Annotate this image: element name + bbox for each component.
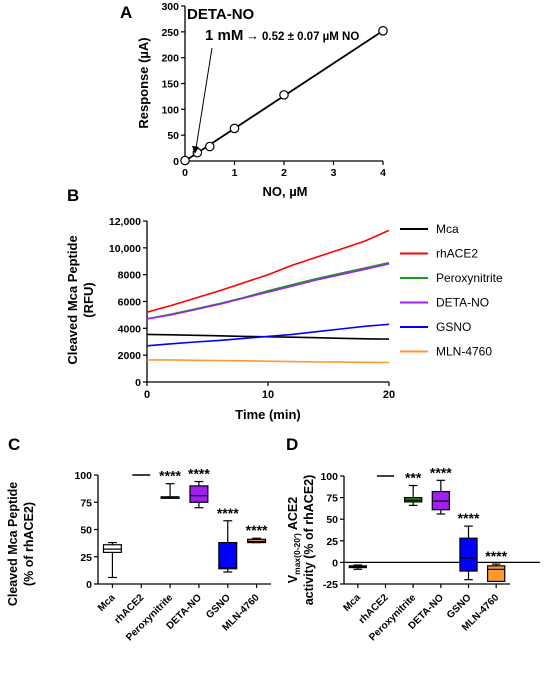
d-y-tick-label: 100 [320,471,338,483]
a-annotation-arrow-head [191,145,199,154]
d-category-label: Mca [341,592,363,614]
d-y-tick-label: 75 [326,493,338,505]
b-y-tick-label: 6000 [118,297,142,309]
a-xlabel: NO, µM [262,184,307,199]
annotation-main: 1 mM [205,27,243,44]
b-y-tick-label: 8000 [118,270,142,282]
c-y-tick-label: 0 [86,579,92,591]
c-ylabel-line1: Cleaved Mca Peptide [6,482,20,606]
b-ylabel-line2: (RFU) [81,282,96,317]
d-y-tick-label: 25 [326,536,338,548]
d-box [459,537,478,572]
b-x-tick-label: 10 [262,389,274,401]
panel-b: Time (min) Cleaved Mca Peptide (RFU) 0 10… [65,216,503,422]
a-x-tick-label: 4 [380,167,386,179]
a-y-tick-label: 0 [173,156,179,168]
b-series-line-mln-4760 [147,359,390,364]
b-series-line-deta-no [146,263,390,320]
b-y-tick-label: 0 [135,377,141,389]
b-y-tick-label: 4000 [118,323,142,335]
b-legend-label: Mca [436,222,459,236]
b-x-tick-label: 0 [144,389,150,401]
d-ylabel-line1: Vmax(0-20') ACE2 [286,497,302,583]
a-x-tick-label: 1 [232,167,238,179]
a-y-tick-label: 100 [161,104,179,116]
panel-a: DETA-NO 1 mM → 0.52 ± 0.07 µM NO NO, µM … [136,1,388,199]
a-ylabel: Response (µA) [136,37,151,128]
b-legend-label: rhACE2 [436,247,478,261]
a-y-tick-label: 250 [161,27,179,39]
d-significance-label: *** [405,470,422,486]
a-y-tick-label: 150 [161,79,179,91]
b-y-tick-label: 2000 [118,350,142,362]
c-y-tick-label: 75 [80,497,92,509]
a-data-point [229,123,240,134]
d-ylabel-line2: activity (% of rhACE2) [302,475,316,606]
b-xlabel: Time (min) [235,407,301,422]
b-series-line-gsno [146,323,390,347]
a-data-point [204,141,215,152]
a-x-tick-label: 0 [182,167,188,179]
d-y-tick-label: -25 [323,579,338,591]
c-box [189,485,209,503]
panel-label-d: D [286,435,298,454]
b-legend-label: MLN-4760 [436,345,492,359]
c-y-tick-label: 50 [80,525,92,537]
annotation-result: 0.52 ± 0.07 µM NO [262,31,359,43]
a-data-point [180,155,190,166]
panel-d: Vmax(0-20') ACE2 activity (% of rhACE2) … [286,464,540,643]
a-y-tick-label: 50 [167,130,179,142]
d-ylabel-sub: max(0-20') [292,533,302,575]
d-box [486,565,506,583]
a-data-point [279,90,289,100]
b-ylabel-line1: Cleaved Mca Peptide [65,235,80,364]
c-significance-label: **** [159,468,181,484]
a-y-tick-label: 300 [161,1,179,13]
d-y-tick-label: 50 [326,514,338,526]
a-y-tick-label: 200 [161,53,179,65]
annotation-title: DETA-NO [187,6,255,23]
b-y-tick-label: 10,000 [109,243,141,255]
c-y-tick-label: 100 [74,470,92,482]
c-significance-label: **** [217,505,239,521]
b-legend-label: DETA-NO [436,296,489,310]
b-series-line-peroxynitrite [146,261,390,320]
panel-c: Cleaved Mca Peptide (% of rhACE2) 0 25 50 7… [6,466,271,643]
b-series-line-rhace2 [146,229,390,313]
a-x-tick-label: 2 [281,167,287,179]
panel-label-a: A [120,3,132,22]
panel-label-b: B [67,186,79,205]
b-legend-label: Peroxynitrite [436,271,503,285]
d-significance-label: **** [485,548,507,564]
b-legend-label: GSNO [436,320,471,334]
annotation-arrow: → [246,28,259,43]
b-y-tick-label: 12,000 [109,216,141,228]
a-data-point [378,25,388,36]
a-annotation-arrow-line [195,47,213,149]
c-significance-label: **** [188,466,210,482]
c-y-tick-label: 25 [80,552,92,564]
c-significance-label: **** [246,522,268,538]
c-ylabel-line2: (% of rhACE2) [22,502,36,586]
c-box [218,541,238,570]
c-category-label: Mca [96,592,118,614]
d-significance-label: **** [458,510,480,526]
panel-label-c: C [8,435,20,454]
d-significance-label: **** [430,464,452,480]
b-x-tick-label: 20 [383,389,395,401]
d-y-tick-label: 0 [332,557,338,569]
a-x-tick-label: 3 [331,167,337,179]
